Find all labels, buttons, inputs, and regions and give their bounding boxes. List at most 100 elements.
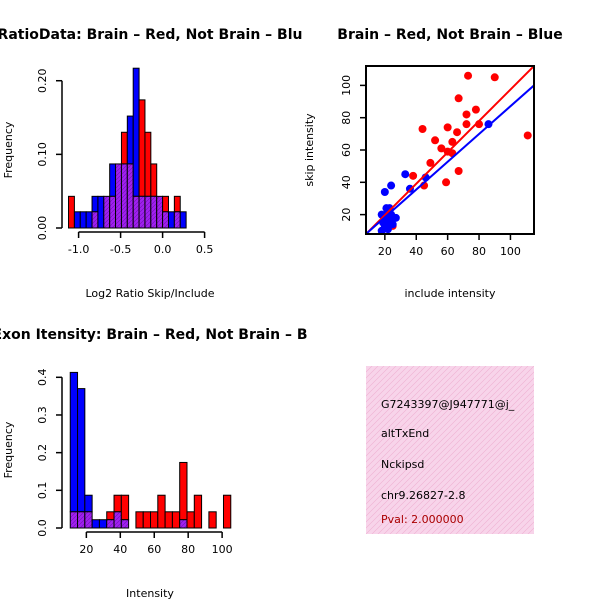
hist-bar-brain [164,511,173,529]
info-panel-background [366,366,534,534]
fit-line-brain [366,66,534,234]
scatter-point-brain [448,137,457,146]
scatter-point-brain [426,158,435,167]
y-tick-label: 0.2 [36,444,49,462]
hist-bar-brain [142,511,152,529]
y-tick-label: 0.3 [36,406,49,424]
hist-bar-overlap [113,511,122,529]
hist-bar-overlap [162,211,169,229]
scatter-xlabel: include intensity [404,287,496,300]
hist-bar-not-brain [91,519,100,529]
y-tick-label: 40 [340,175,353,189]
ratio-histogram-xlabel: Log2 Ratio Skip/Include [85,287,214,300]
hist-bar-not-brain [126,115,134,165]
scatter-point-brain [454,94,463,103]
hist-bar-brain [208,511,217,529]
hist-bar-brain [179,461,188,521]
scatter-point-brain [437,144,446,153]
scatter-point-not-brain [380,188,389,196]
scatter-point-not-brain [391,213,400,222]
scatter-point-brain [471,105,480,114]
scatter-plot-area: 20 40 60 80 100 20 40 60 80 100 [340,65,535,258]
hist-bar-not-brain [167,211,175,229]
y-tick-label: 20 [340,208,353,222]
hist-bar-overlap [173,211,181,229]
x-tick-label: 100 [500,245,521,258]
hist-bar-overlap [109,195,117,229]
hist-bar-overlap [179,519,188,529]
y-tick-label: 60 [340,143,353,157]
scatter-point-brain [409,171,418,180]
hist-bar-not-brain [109,163,117,197]
x-tick-label: 20 [378,245,392,258]
x-tick-label: 60 [147,543,161,556]
hist-bar-not-brain [98,519,108,529]
hist-bar-brain [113,494,122,513]
hist-bar-not-brain [77,388,86,513]
scatter-point-not-brain [387,181,396,190]
y-tick-label: 0.4 [36,369,49,387]
y-tick-label: 0.10 [36,142,49,167]
info-gene: Nckipsd [381,458,424,471]
hist-bar-brain [68,195,75,229]
hist-bar-overlap [120,163,128,229]
hist-bar-brain [138,99,146,197]
hist-bar-not-brain [73,211,81,229]
ratio-histogram-bars [68,67,187,229]
hist-bar-brain [162,195,169,213]
scatter-point-brain [418,125,427,133]
panel-intensity-histogram: Exon Itensity: Brain – Red, Not Brain – … [0,327,307,600]
hist-bar-brain [135,511,144,529]
hist-bar-brain [150,163,158,197]
hist-bar-overlap [69,511,79,529]
x-tick-label: 40 [113,543,127,556]
intensity-histogram-axes: 20 40 60 80 100 0.0 0.1 0.2 0.3 0.4 [36,369,233,556]
y-tick-label: 100 [340,75,353,96]
hist-bar-brain [171,511,181,529]
hist-bar-not-brain [84,494,93,513]
hist-bar-brain [106,511,115,521]
hist-bar-overlap [103,195,111,229]
scatter-points-layer [366,66,534,234]
x-tick-label: -1.0 [68,243,89,256]
scatter-point-not-brain [387,220,396,229]
x-tick-label: 80 [181,543,195,556]
x-tick-label: 80 [472,245,486,258]
info-location: chr9.26827-2.8 [381,489,466,502]
hist-bar-overlap [106,519,115,529]
hist-bar-brain [150,511,159,529]
hist-bar-overlap [120,519,130,529]
hist-bar-not-brain [132,67,140,197]
x-tick-label: 0.5 [196,243,214,256]
scatter-ylabel: skip intensity [303,113,316,187]
hist-bar-not-brain [97,195,105,229]
hist-bar-not-brain [85,211,93,229]
scatter-point-brain [443,123,452,132]
hist-bar-brain [186,511,195,529]
hist-bar-overlap [126,163,134,229]
hist-bar-brain [157,494,166,529]
scatter-point-brain [453,128,462,137]
intensity-histogram-xlabel: Intensity [126,587,174,600]
x-tick-label: 100 [212,543,233,556]
x-tick-label: 60 [441,245,455,258]
intensity-histogram-ylabel: Frequency [2,421,15,478]
scatter-point-brain [523,131,532,140]
x-tick-label: 40 [409,245,423,258]
y-tick-label: 0.1 [36,482,49,500]
hist-bar-overlap [91,211,99,229]
scatter-point-not-brain [401,170,410,179]
scatter-point-brain [462,120,471,129]
x-tick-label: 0.0 [154,243,172,256]
scatter-point-brain [462,110,471,119]
intensity-histogram-title: Exon Itensity: Brain – Red, Not Brain – … [0,327,307,343]
hist-bar-overlap [150,195,158,229]
hist-bar-not-brain [79,211,87,229]
hist-bar-brain [222,494,232,529]
hist-bar-overlap [138,195,146,229]
info-pval: Pval: 2.000000 [381,513,464,526]
x-tick-label: -0.5 [110,243,131,256]
hist-bar-overlap [115,163,122,229]
ratio-histogram-title: RatioData: Brain – Red, Not Brain – Blu [0,27,302,43]
